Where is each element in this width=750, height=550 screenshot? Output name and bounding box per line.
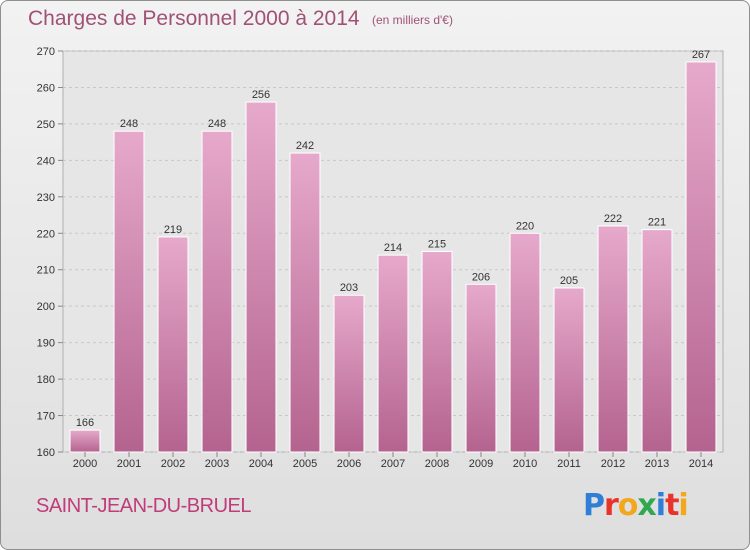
bar-2003 [201,130,233,453]
x-tick-label-2003: 2003 [205,458,229,470]
x-tick-label-2007: 2007 [381,458,405,470]
x-tick-label-2012: 2012 [601,458,625,470]
x-tick-label-2014: 2014 [689,458,713,470]
chart-title: Charges de Personnel 2000 à 2014 [28,7,360,30]
bar-2009 [465,283,497,453]
logo-letter: o [617,488,639,523]
y-tick-label: 230 [37,192,55,204]
bar-2001 [113,130,145,453]
bar-2000 [69,429,101,453]
logo-letter: P [583,488,605,523]
bar-2014 [685,61,717,453]
logo-letter: t [665,488,679,523]
y-tick-label: 210 [37,265,55,277]
bar-2010 [509,232,541,453]
logo-letter: i [655,488,666,523]
y-tick-label: 190 [37,338,55,350]
x-tick-label-2002: 2002 [161,458,185,470]
proxiti-logo: Proxiti [583,488,689,523]
y-tick-label: 270 [37,46,55,58]
x-tick-label-2001: 2001 [117,458,141,470]
data-label-2003: 248 [208,118,226,130]
x-tick-label-2013: 2013 [645,458,669,470]
y-tick-label: 250 [37,119,55,131]
bar-2008 [421,251,453,453]
data-label-2007: 214 [384,242,402,254]
data-label-2010: 220 [516,220,534,232]
chart-subtitle: (en milliers d'€) [372,13,453,27]
x-tick-label-2000: 2000 [73,458,97,470]
data-label-2001: 248 [120,118,138,130]
x-tick-label-2004: 2004 [249,458,273,470]
bar-2013 [641,229,673,453]
y-tick-label: 260 [37,82,55,94]
y-tick-label: 240 [37,155,55,167]
x-tick-label-2006: 2006 [337,458,361,470]
data-label-2000: 166 [76,417,94,429]
logo-letter: x [637,488,656,523]
data-label-2012: 222 [604,213,622,225]
y-tick-label: 220 [37,228,55,240]
commune-name: SAINT-JEAN-DU-BRUEL [36,495,251,517]
logo-letter: i [678,488,688,523]
bar-2002 [157,236,189,453]
data-label-2014: 267 [692,49,710,61]
data-label-2002: 219 [164,224,182,236]
x-tick-label-2009: 2009 [469,458,493,470]
data-label-2005: 242 [296,140,314,152]
data-label-2009: 206 [472,271,490,283]
data-label-2011: 205 [560,275,578,287]
data-label-2008: 215 [428,239,446,251]
data-label-2006: 203 [340,282,358,294]
bar-2012 [597,225,629,453]
bar-2007 [377,254,409,453]
bar-2004 [245,101,277,453]
y-tick-label: 160 [37,447,55,459]
x-tick-label-2010: 2010 [513,458,537,470]
logo-letter: r [604,488,619,523]
bar-2011 [553,287,585,453]
y-tick-label: 180 [37,374,55,386]
data-label-2004: 256 [252,89,270,101]
x-tick-label-2008: 2008 [425,458,449,470]
y-tick-label: 170 [37,411,55,423]
bar-2005 [289,152,321,453]
bar-2006 [333,294,365,453]
x-tick-label-2005: 2005 [293,458,317,470]
data-label-2013: 221 [648,217,666,229]
x-tick-label-2011: 2011 [557,458,581,470]
y-tick-label: 200 [37,301,55,313]
